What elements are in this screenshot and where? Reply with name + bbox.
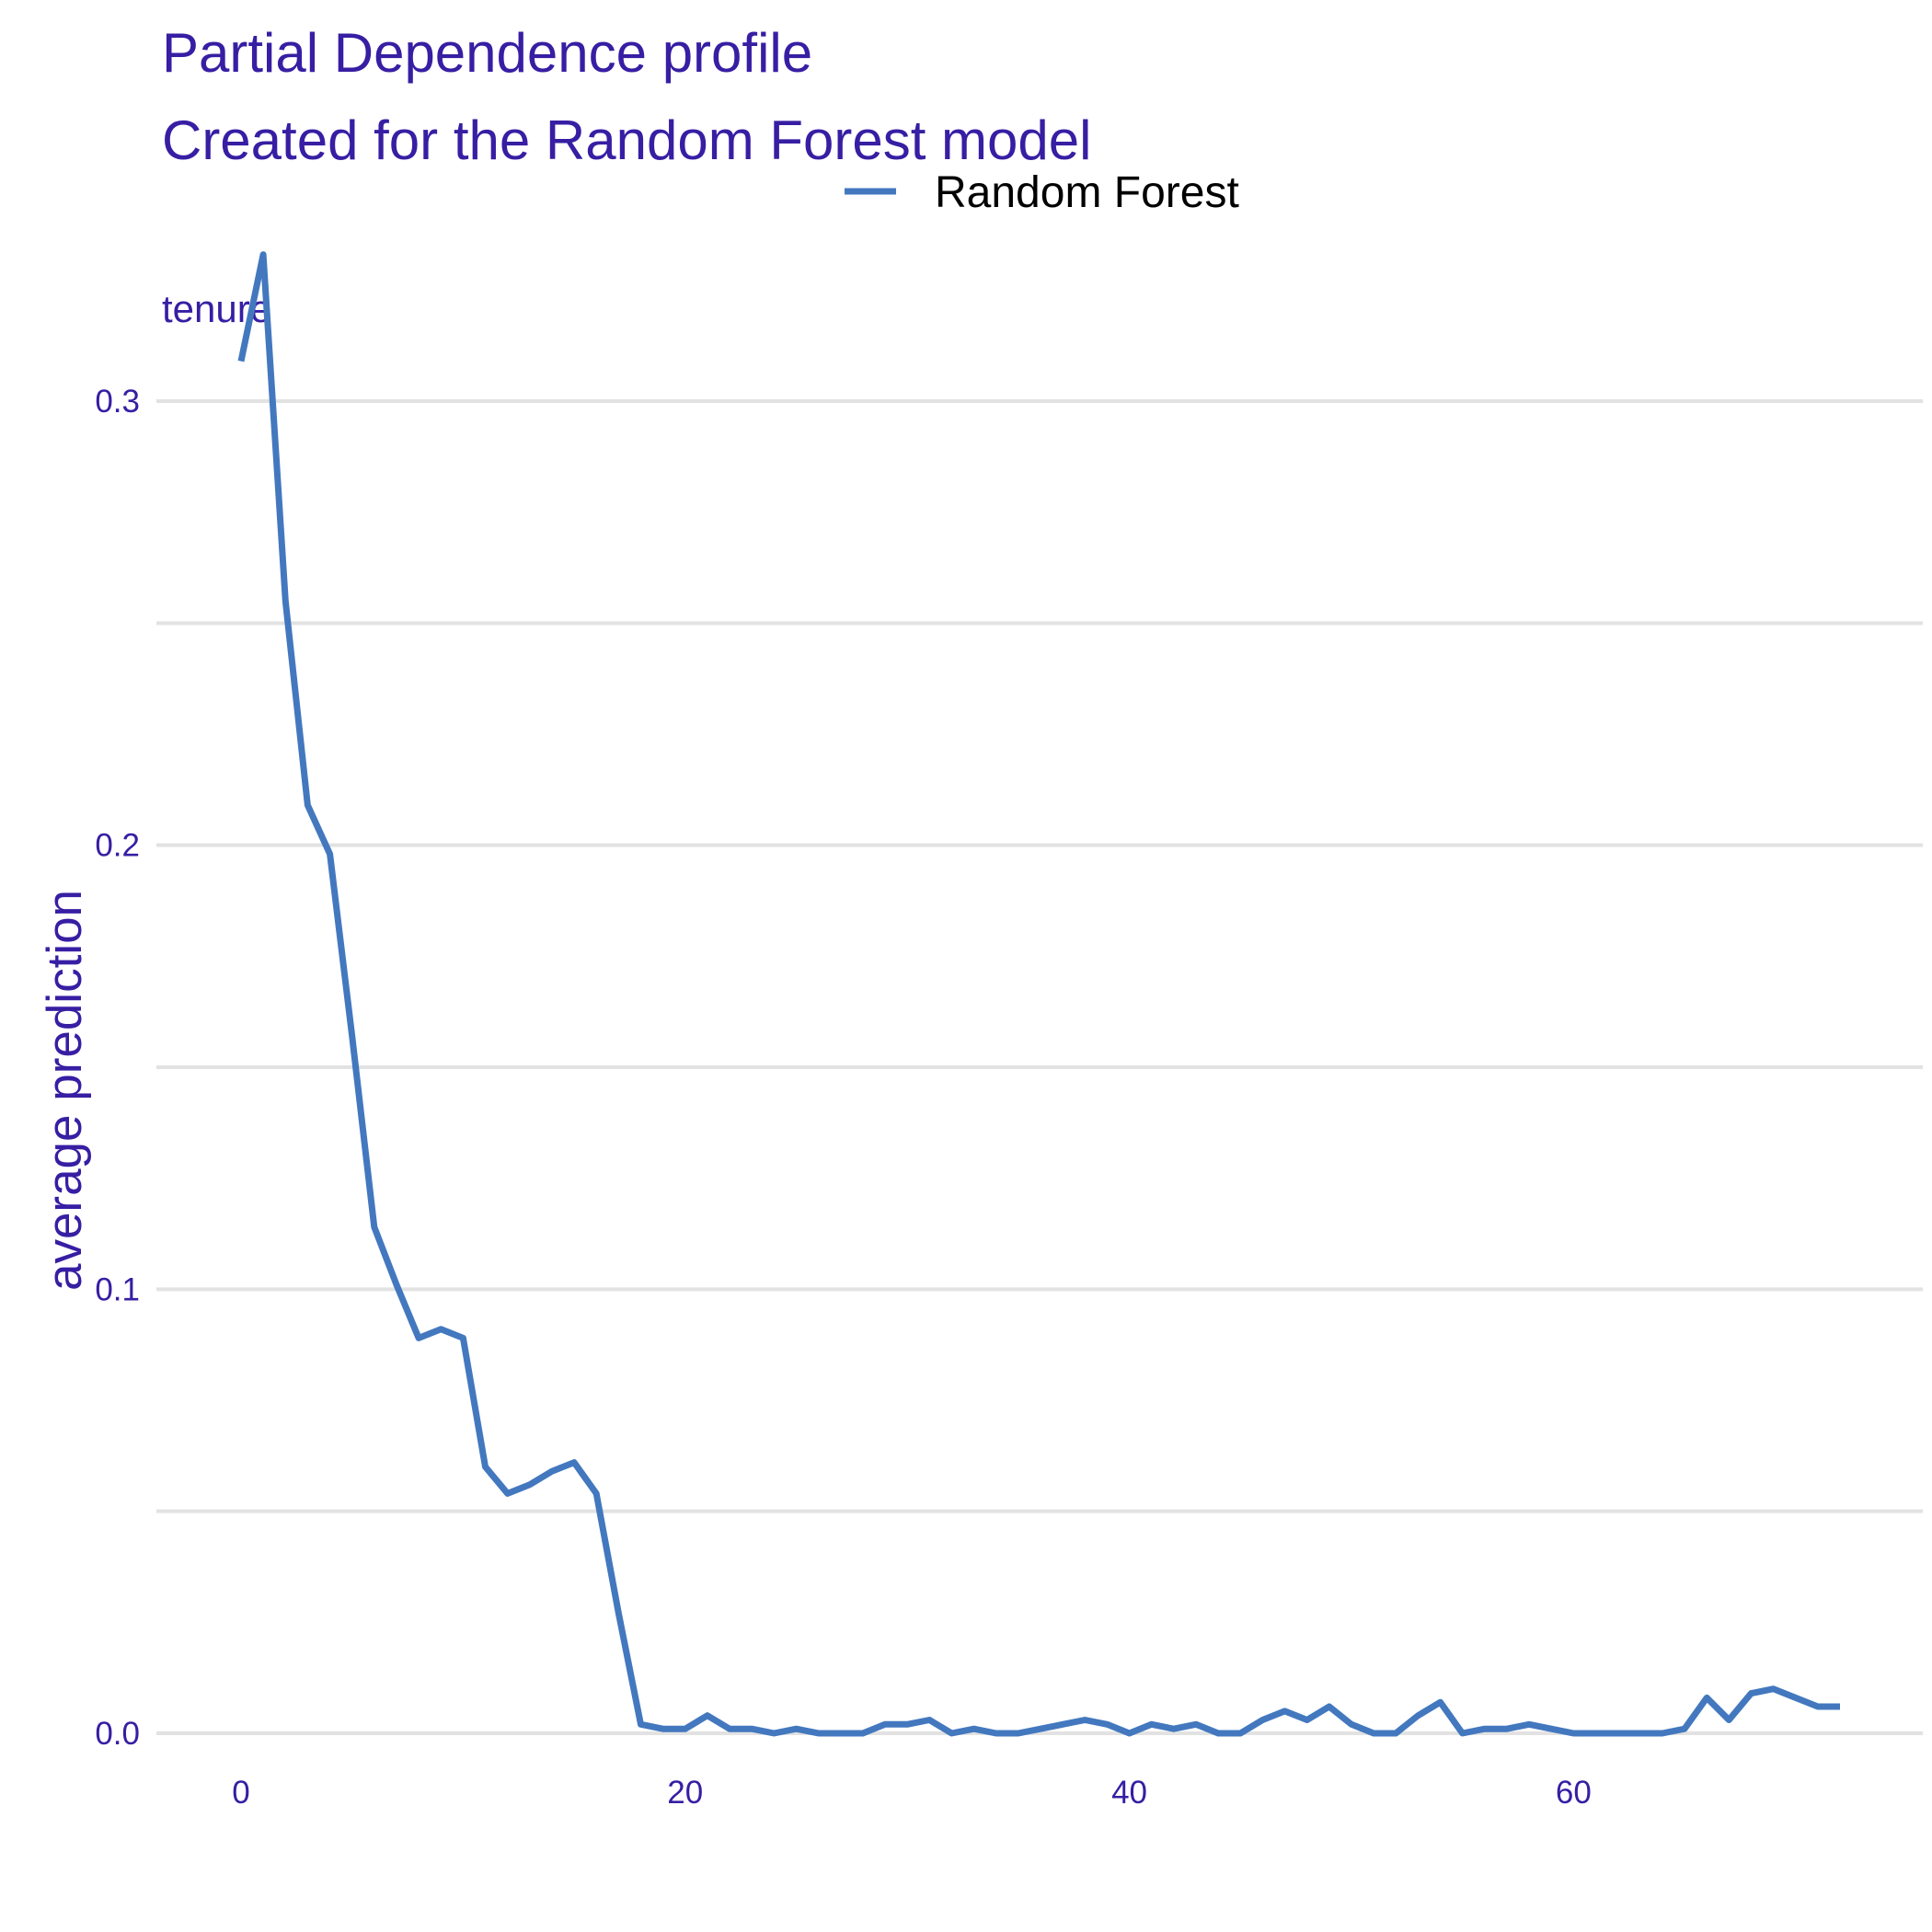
x-axis-ticks: 0 20 40 60 bbox=[232, 1775, 1592, 1811]
y-tick-label: 0.2 bbox=[95, 828, 140, 864]
y-tick-label: 0.0 bbox=[95, 1716, 140, 1752]
x-tick-label: 60 bbox=[1556, 1775, 1592, 1811]
chart-subtitle: Created for the Random Forest model bbox=[162, 109, 1091, 171]
y-tick-label: 0.3 bbox=[95, 384, 140, 420]
legend: Random Forest bbox=[845, 168, 1239, 217]
legend-label-random-forest: Random Forest bbox=[935, 168, 1239, 217]
gridlines bbox=[156, 399, 1923, 1735]
y-axis-ticks: 0.0 0.1 0.2 0.3 bbox=[95, 384, 140, 1752]
series-layer bbox=[237, 251, 1840, 1737]
x-tick-label: 20 bbox=[667, 1775, 703, 1811]
x-tick-label: 0 bbox=[232, 1775, 249, 1811]
y-tick-label: 0.1 bbox=[95, 1271, 140, 1307]
series-line-random-forest bbox=[237, 251, 1840, 1737]
chart-title: Partial Dependence profile bbox=[162, 22, 812, 84]
x-tick-label: 40 bbox=[1111, 1775, 1147, 1811]
y-axis-title: average prediction bbox=[38, 890, 92, 1291]
